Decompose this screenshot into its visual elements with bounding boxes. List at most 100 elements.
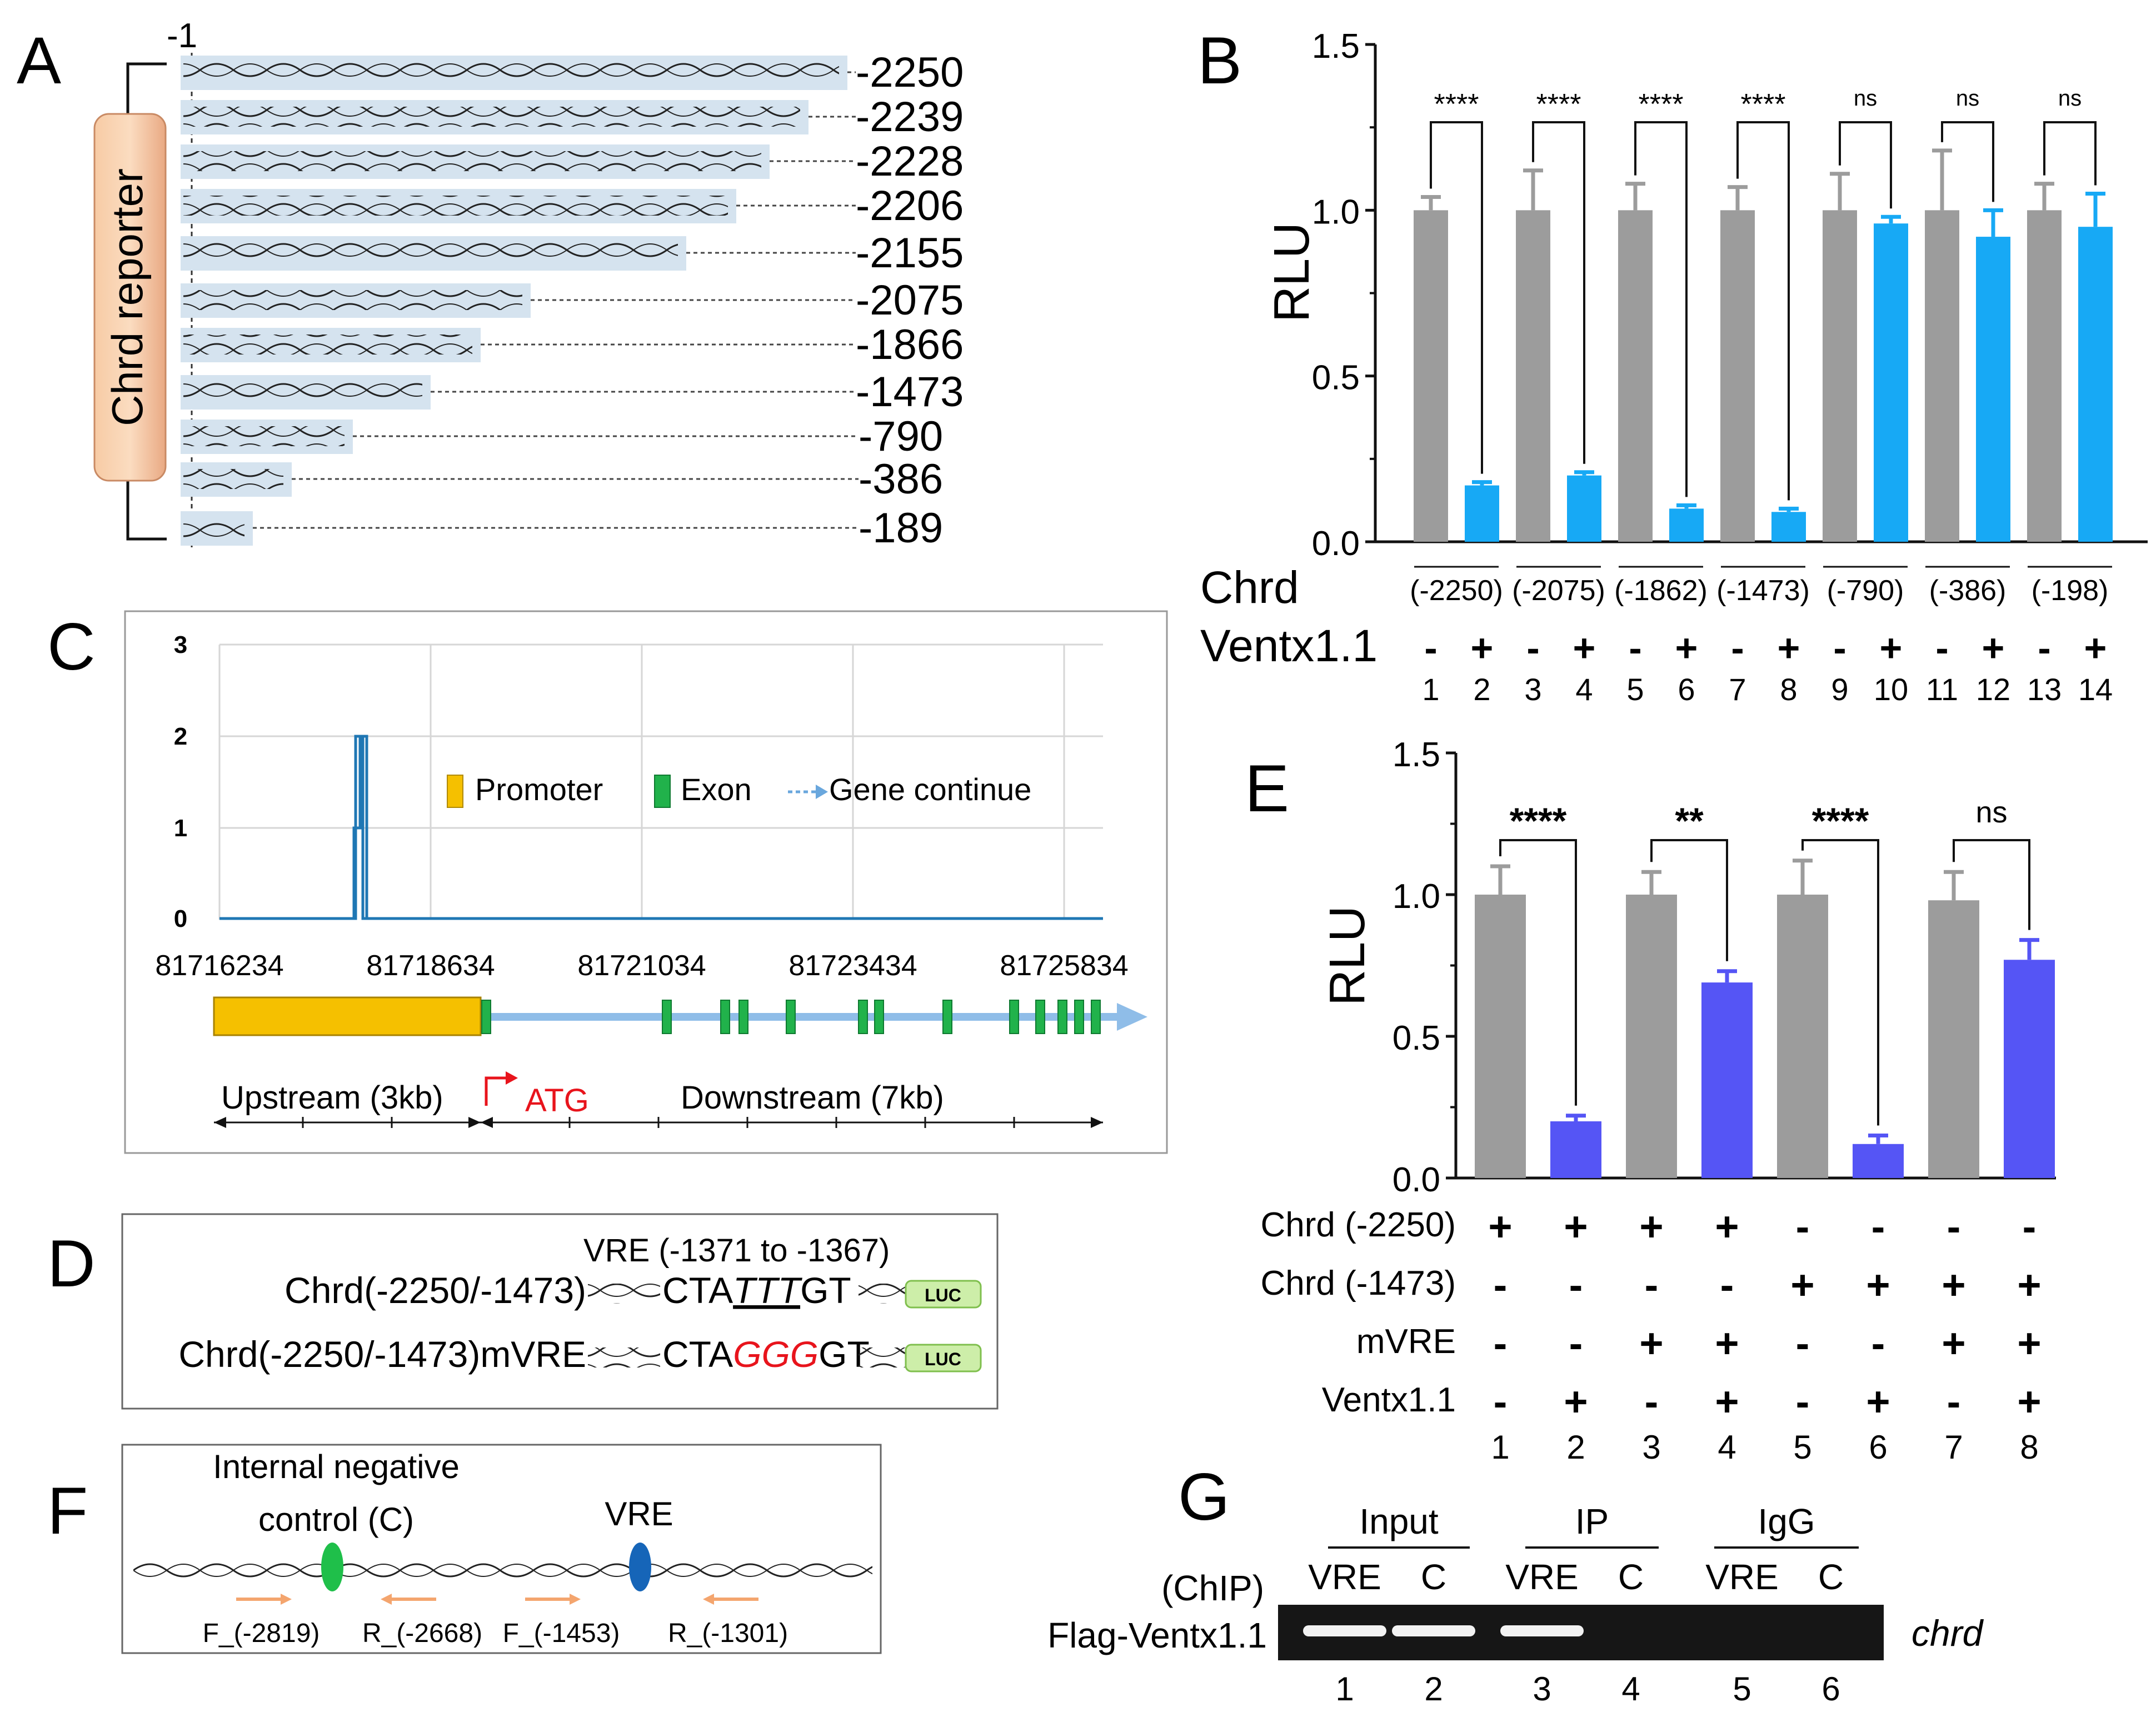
exon <box>786 1000 796 1034</box>
signif-label: ns <box>1956 86 1979 111</box>
reporter-pill <box>93 113 167 482</box>
mut-luc-label: LUC <box>925 1349 961 1369</box>
e-sign: - <box>1947 1379 1961 1425</box>
exon <box>1009 1000 1019 1034</box>
panel-f: F Internal negative control (C) VRE F_(-… <box>47 1444 882 1654</box>
panel-c: C 3 2 1 0 Promoter Exon Gene continue 81… <box>47 610 1168 1154</box>
e-sign: + <box>1866 1262 1890 1308</box>
signif-label: **** <box>1812 800 1869 841</box>
e-sign: - <box>1494 1320 1508 1366</box>
lane-number: 2 <box>1566 1429 1585 1466</box>
e-row-label: Ventx1.1 <box>1322 1381 1456 1419</box>
signif-label: ** <box>1675 800 1704 841</box>
signif-bracket <box>1953 839 2030 930</box>
panel-f-letter: F <box>47 1474 88 1548</box>
gel-band <box>1303 1625 1386 1636</box>
bar <box>1777 895 1828 1178</box>
wt-construct-name: Chrd(-2250/-1473) <box>285 1270 586 1311</box>
construct-dna-wave <box>183 151 761 171</box>
bar <box>1465 485 1499 542</box>
construct-dna-wave <box>183 62 839 82</box>
panel-d: D VRE (-1371 to -1367) Chrd(-2250/-1473)… <box>47 1213 999 1410</box>
legend-promoter-swatch <box>447 775 463 808</box>
construct-dna-wave <box>183 290 522 310</box>
primer-f1-arrow-icon <box>281 1594 292 1605</box>
construct-label: -2228 <box>856 138 964 185</box>
ctrl-label-line1: Internal negative <box>213 1448 460 1485</box>
ventx-sign: - <box>1629 626 1641 670</box>
e-sign: - <box>1871 1204 1885 1250</box>
construct-label: -2206 <box>856 182 964 229</box>
panel-e-annotations: Chrd (-2250) + + + + - - - -Chrd (-1473) - - - - + + + +… <box>1261 1204 2042 1466</box>
signif-bracket <box>1801 839 1879 1126</box>
bar <box>1853 1144 1904 1178</box>
panel-b-annotations: (-2250) (-2075) (-1862) (-1473) (-790) (-386)… <box>1410 566 2113 707</box>
ventx-sign: + <box>1471 626 1494 670</box>
e-sign: - <box>1494 1379 1508 1425</box>
gel-panel: Input IP IgG VRE C VRE C VRE C 1 2 3 4 5 6 <box>1308 1501 1859 1708</box>
lane-number: 8 <box>2020 1429 2038 1466</box>
e-sign: - <box>1569 1262 1583 1308</box>
lane-number: 4 <box>1718 1429 1736 1466</box>
e-sign: - <box>1796 1204 1810 1250</box>
ventx-sign: + <box>1880 626 1903 670</box>
ventx-sign: + <box>2084 626 2107 670</box>
lane-number: 8 <box>1780 672 1797 707</box>
e-row-label: Chrd (-2250) <box>1261 1206 1456 1244</box>
wt-dna-wave-left <box>588 1284 660 1304</box>
gel-group-label: Input <box>1359 1501 1439 1541</box>
bar <box>1669 508 1704 542</box>
y-tick-label: 0.0 <box>1312 525 1360 563</box>
e-sign: + <box>1866 1379 1890 1425</box>
group-label: (-1862) <box>1614 575 1708 607</box>
control-site-marker <box>321 1543 343 1591</box>
y-tick-label: 0.0 <box>1393 1161 1440 1199</box>
bar <box>2004 960 2055 1178</box>
construct-dna-wave <box>183 426 345 446</box>
panel-b-row-chrd: Chrd <box>1200 562 1299 613</box>
signif-bracket <box>1650 839 1728 961</box>
e-sign: + <box>1564 1379 1588 1425</box>
lane-number: 12 <box>1976 672 2010 707</box>
bar <box>1925 210 1959 542</box>
panel-g-letter: G <box>1178 1460 1230 1534</box>
legend-arrow-icon <box>816 785 828 799</box>
group-label: (-2250) <box>1410 575 1503 607</box>
panel-d-letter: D <box>47 1226 96 1301</box>
group-label: (-1473) <box>1716 575 1810 607</box>
lane-number: 11 <box>1926 672 1958 707</box>
gel-lane-label: VRE <box>1705 1557 1779 1597</box>
lane-number: 13 <box>2027 672 2062 707</box>
ventx-sign: + <box>1573 626 1596 670</box>
construct-dna-wave <box>183 335 472 355</box>
lane-number: 7 <box>1729 672 1746 707</box>
construct-dna-wave <box>183 382 422 402</box>
lane-number: 9 <box>1831 672 1848 707</box>
group-label: (-198) <box>2032 575 2109 607</box>
lane-number: 10 <box>1874 672 1908 707</box>
primer-r2: R_(-1301) <box>668 1619 788 1648</box>
panel-b-ylabel: RLU <box>1264 222 1320 322</box>
scale-ticks <box>302 1117 1015 1128</box>
y-tick-label: 1.5 <box>1393 736 1440 774</box>
bar <box>1701 982 1753 1178</box>
atg-label: ATG <box>525 1082 589 1119</box>
group-label: (-790) <box>1827 575 1904 607</box>
signif-bracket <box>1839 121 1892 209</box>
wt-seq: CTATTTGT <box>662 1270 851 1311</box>
e-sign: - <box>1494 1262 1508 1308</box>
e-sign: + <box>1564 1204 1588 1250</box>
exon <box>874 1000 884 1034</box>
c-ytick-2: 2 <box>174 723 187 750</box>
lane-number: 5 <box>1626 672 1644 707</box>
c-xtick-4: 81725834 <box>1000 950 1128 982</box>
signif-label: ns <box>1975 796 2007 829</box>
gel-lane-label: C <box>1618 1557 1644 1597</box>
bar <box>1874 223 1908 542</box>
vre-site-marker <box>629 1543 651 1591</box>
y-tick-label: 0.5 <box>1393 1019 1440 1057</box>
construct-label: -2250 <box>856 49 964 96</box>
primer-r1: R_(-2668) <box>362 1619 482 1648</box>
exon <box>1035 1000 1045 1034</box>
